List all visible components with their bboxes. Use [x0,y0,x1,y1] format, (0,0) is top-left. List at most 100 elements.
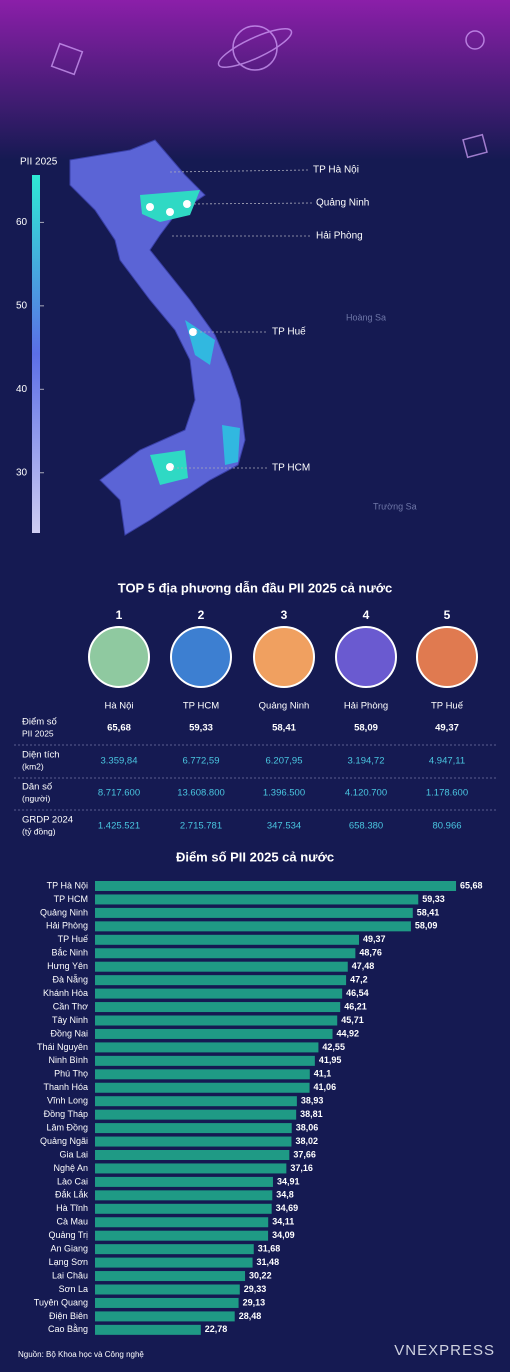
value-label: 58,41 [417,907,440,917]
bar [95,1136,292,1147]
row-label: (km2) [22,761,44,771]
bar [95,1082,310,1093]
bar [95,934,360,945]
map-label: TP Huế [272,326,306,338]
city-name: Hà Nội [104,701,133,712]
value-label: 44,92 [337,1028,360,1038]
leader-lines [169,169,313,469]
legend-tick-label: 50 [16,300,28,311]
category-label: TP Huế [58,934,88,944]
value-label: 41,1 [314,1069,332,1079]
value-label: 37,16 [290,1163,313,1173]
category-label: Lào Cai [57,1176,88,1186]
bar [95,988,343,999]
bar [95,1203,272,1214]
category-label: Tuyên Quang [34,1297,88,1307]
bar [95,1230,269,1241]
city-photo [416,626,478,688]
row-value: 347.534 [267,821,301,832]
category-label: An Giang [50,1244,88,1254]
category-label: Phú Thọ [54,1069,88,1079]
category-label: Gia Lai [59,1149,88,1159]
category-label: Đồng Tháp [44,1109,88,1119]
category-label: Khánh Hòa [43,988,88,998]
value-label: 41,95 [319,1055,342,1065]
colorbar [32,175,40,533]
category-label: Đà Nẵng [52,975,88,985]
rank: 1 [116,608,123,622]
bar [95,1042,319,1053]
bar [95,1150,290,1160]
bar [95,1163,287,1174]
bar [95,1324,201,1335]
bar [95,894,419,905]
row-value: 4.947,11 [429,756,465,767]
value-label: 49,37 [363,934,386,944]
bar [95,1002,341,1013]
value-label: 34,09 [272,1230,295,1240]
bar [95,1297,239,1308]
row-value: 4.120.700 [345,788,387,799]
header-band [0,0,510,160]
row-label: Điểm số [22,717,58,728]
category-label: Hà Tĩnh [56,1203,88,1213]
category-label: Thanh Hóa [43,1082,88,1092]
bar [95,1190,273,1201]
value-label: 42,55 [322,1042,345,1052]
city-name: Quảng Ninh [259,701,310,712]
rank: 2 [198,608,205,622]
row-value: 3.359,84 [101,756,138,767]
row-label: Diện tích [22,750,60,761]
value-label: 29,33 [244,1284,267,1294]
city-photo [88,626,150,688]
value-label: 30,22 [249,1270,272,1280]
bar [95,921,411,932]
source: Nguồn: Bộ Khoa học và Công nghệ [18,1350,144,1359]
logo: VNEXPRESS [394,1342,495,1359]
rank: 5 [444,608,451,622]
decorations [50,25,488,159]
value-label: 34,91 [277,1176,300,1186]
value-label: 38,06 [296,1122,319,1132]
rank: 3 [281,608,288,622]
row-value: 658.380 [349,821,383,832]
bar [95,1257,253,1268]
bar [95,948,356,959]
category-label: Đắk Lắk [55,1190,89,1200]
row-value: 65,68 [107,723,131,734]
row-value: 3.194,72 [348,756,385,767]
value-label: 34,11 [272,1217,294,1227]
value-label: 46,21 [344,1001,367,1011]
city-name: TP Huế [431,701,464,712]
category-label: Cần Thơ [53,1001,88,1011]
row-value: 58,09 [354,723,378,734]
value-label: 65,68 [460,880,483,890]
map-label: Hải Phòng [316,231,363,242]
bar [95,975,347,986]
map-label: TP HCM [272,463,310,474]
value-label: 22,78 [205,1324,228,1334]
category-label: Tây Ninh [52,1015,88,1025]
row-label: GRDP 2024 [22,815,73,826]
category-label: Điện Biên [49,1311,88,1321]
bar [95,907,413,918]
category-label: Cao Bằng [48,1324,88,1334]
row-value: 8.717.600 [98,788,140,799]
row-value: 2.715.781 [180,821,222,832]
city-photo [170,626,232,688]
value-label: 38,81 [300,1109,323,1119]
row-value: 58,41 [272,723,296,734]
value-label: 45,71 [341,1015,364,1025]
bar [95,1244,254,1255]
value-label: 38,93 [301,1096,324,1106]
city-photo [253,626,315,688]
value-label: 46,54 [346,988,369,998]
value-label: 41,06 [314,1082,337,1092]
row-value: 59,33 [189,723,213,734]
bar [95,1123,292,1134]
value-label: 47,2 [350,975,368,985]
legend-title: PII 2025 [20,157,58,168]
category-label: TP HCM [54,894,88,904]
category-label: Lâm Đồng [46,1122,88,1132]
bar [95,1109,297,1120]
